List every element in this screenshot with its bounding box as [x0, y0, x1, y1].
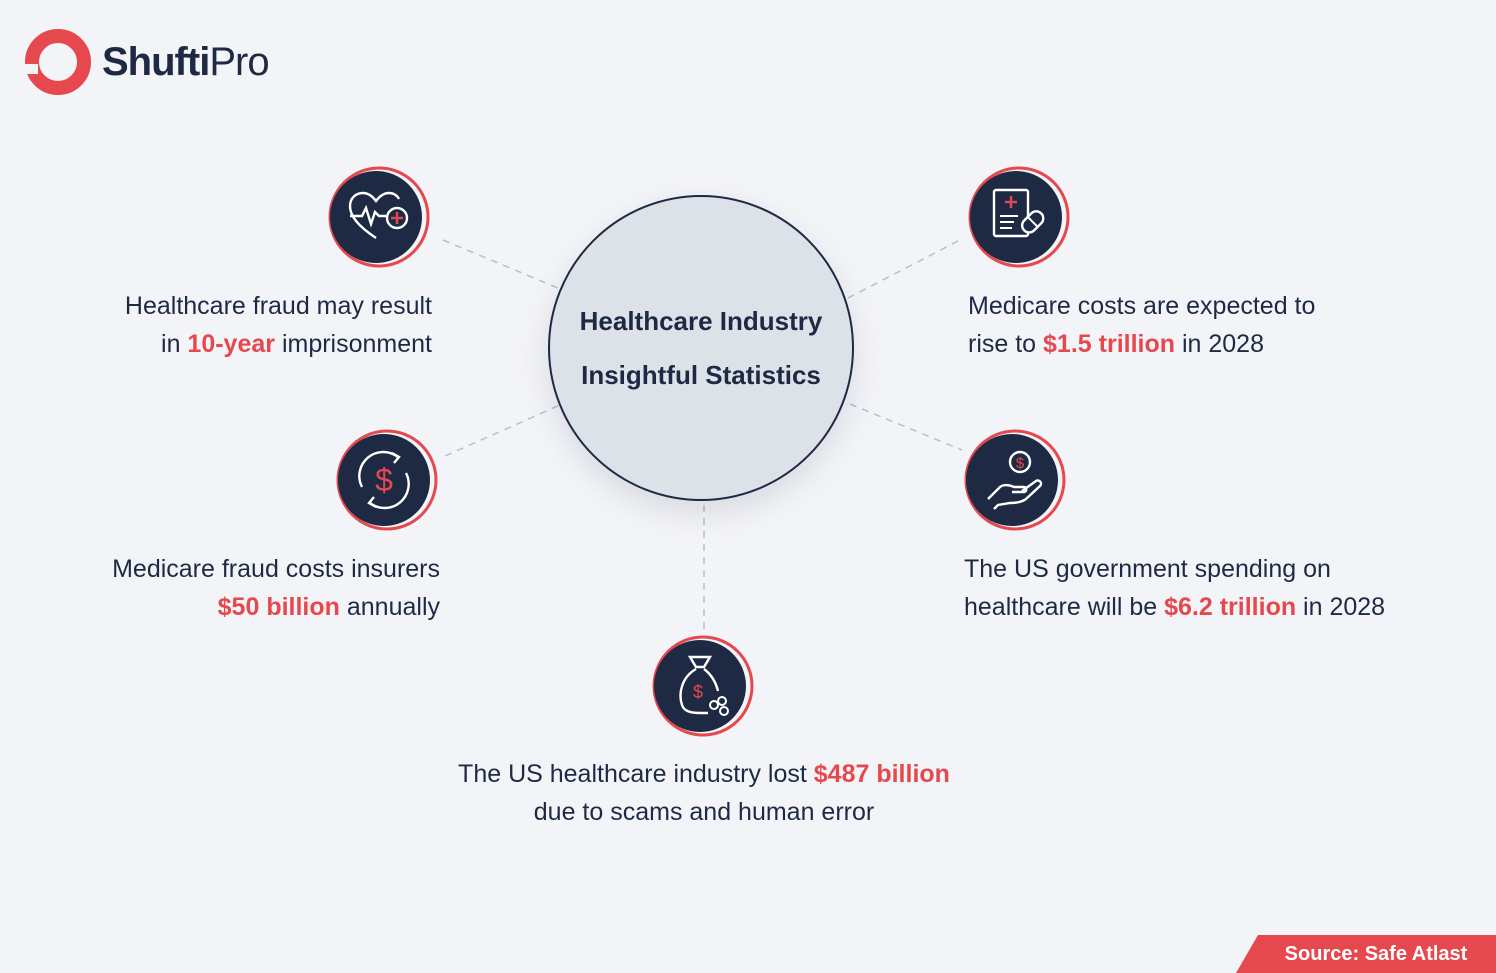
stat-medicare-costs-highlight: $1.5 trillion [1043, 330, 1176, 358]
stat-imprisonment-post: imprisonment [275, 330, 432, 358]
connector-top-left [442, 239, 559, 289]
svg-text:$: $ [693, 682, 703, 702]
stat-industry-loss: The US healthcare industry lost $487 bil… [400, 755, 1008, 831]
stat-government-spending-line1: The US government spending on [964, 555, 1331, 583]
stat-medicare-fraud-post: annually [339, 593, 440, 621]
stat-medicare-costs-post: in 2028 [1175, 330, 1264, 358]
dollar-cycle-icon: $ [336, 429, 438, 531]
stat-government-spending-highlight: $6.2 trillion [1164, 593, 1297, 621]
connector-mid-right [849, 403, 963, 451]
stat-government-spending: The US government spending on healthcare… [964, 550, 1385, 626]
stat-medicare-fraud: Medicare fraud costs insurers $50 billio… [112, 550, 440, 626]
stat-industry-loss-line1: The US healthcare industry lost $487 bil… [400, 755, 1008, 793]
stat-imprisonment-highlight: 10-year [187, 330, 275, 358]
stat-government-spending-post: in 2028 [1296, 593, 1386, 621]
connector-top-right [847, 239, 961, 299]
stat-medicare-fraud-line1: Medicare fraud costs insurers [112, 555, 440, 583]
stat-imprisonment-line2: in 10-year imprisonment [125, 325, 432, 363]
svg-text:$: $ [1016, 455, 1025, 472]
stat-industry-loss-line2: due to scams and human error [533, 798, 875, 826]
stat-imprisonment-pre: in [161, 330, 188, 358]
stat-industry-loss-highlight: $487 billion [813, 760, 950, 788]
center-title-circle: Healthcare Industry Insightful Statistic… [548, 195, 854, 501]
brand-name-bold: Shufti [102, 39, 210, 84]
hand-coin-icon: $ [964, 429, 1066, 531]
stat-medicare-costs-line2: rise to $1.5 trillion in 2028 [968, 325, 1315, 363]
stat-medicare-fraud-line2: $50 billion annually [112, 588, 440, 626]
prescription-pill-icon [968, 166, 1070, 268]
center-title-line1: Healthcare Industry [579, 306, 823, 336]
svg-text:$: $ [375, 462, 393, 498]
heart-rate-icon [328, 166, 430, 268]
stat-medicare-costs-line1: Medicare costs are expected to [968, 292, 1316, 320]
source-badge: Source: Safe Atlast [1236, 935, 1496, 973]
stat-medicare-fraud-highlight: $50 billion [217, 593, 340, 621]
stat-imprisonment-line1: Healthcare fraud may result [124, 292, 432, 320]
stat-medicare-costs-pre: rise to [968, 330, 1044, 358]
stat-government-spending-line2: healthcare will be $6.2 trillion in 2028 [964, 588, 1385, 626]
brand-name: ShuftiPro [102, 39, 270, 85]
money-bag-icon: $ [652, 635, 754, 737]
stat-industry-loss-pre: The US healthcare industry lost [458, 760, 814, 788]
center-title-line2: Insightful Statistics [581, 360, 821, 390]
connector-mid-left [444, 404, 561, 457]
stat-government-spending-pre: healthcare will be [964, 593, 1165, 621]
stat-medicare-costs: Medicare costs are expected to rise to $… [968, 287, 1315, 363]
logo-ring-icon [20, 29, 91, 95]
brand-name-light: Pro [209, 39, 269, 84]
stat-imprisonment: Healthcare fraud may result in 10-year i… [125, 287, 432, 363]
brand-logo: ShuftiPro [20, 24, 270, 100]
